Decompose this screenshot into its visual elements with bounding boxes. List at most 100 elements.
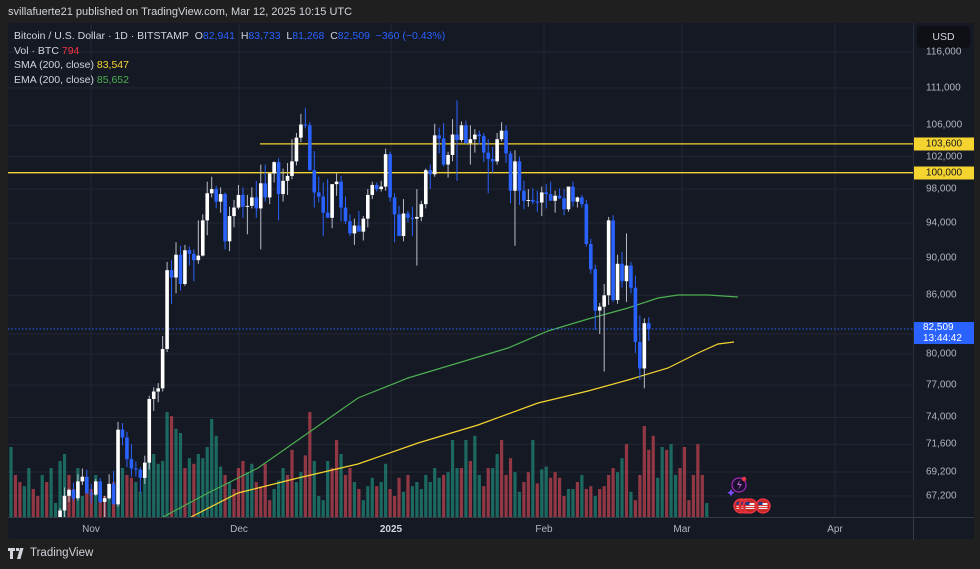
volume-bar bbox=[482, 486, 486, 517]
legend-volume-row[interactable]: Vol · BTC 794 bbox=[14, 44, 80, 57]
volume-bar bbox=[152, 454, 156, 517]
volume-bar bbox=[107, 489, 111, 517]
candle bbox=[299, 113, 303, 143]
volume-bar bbox=[352, 482, 357, 517]
candle bbox=[348, 214, 352, 237]
volume-bar bbox=[45, 482, 49, 517]
candle bbox=[272, 161, 276, 183]
candle bbox=[646, 317, 651, 341]
legend-symbol[interactable]: Bitcoin / U.S. Dollar · 1D · BITSTAMP bbox=[14, 30, 189, 42]
candle bbox=[562, 189, 566, 216]
volume-bar bbox=[343, 475, 348, 517]
volume-bar bbox=[540, 469, 544, 517]
volume-bar bbox=[531, 440, 535, 517]
legend-sma-row[interactable]: SMA (200, close) 83,547 bbox=[14, 59, 129, 71]
volume-bar bbox=[584, 489, 588, 517]
price-tick: 80,000 bbox=[926, 348, 957, 360]
candle bbox=[111, 470, 116, 505]
candle bbox=[236, 184, 241, 210]
candle bbox=[638, 315, 642, 380]
candle bbox=[134, 461, 138, 477]
volume-bar bbox=[566, 489, 571, 517]
volume-bar bbox=[161, 461, 165, 517]
volume-bar bbox=[459, 468, 464, 517]
candle bbox=[339, 175, 343, 222]
currency-button[interactable]: USD bbox=[917, 26, 970, 48]
candle bbox=[147, 395, 152, 470]
legend-ema-row[interactable]: EMA (200, close) 85,652 bbox=[14, 73, 129, 86]
ema-200-line bbox=[162, 294, 739, 517]
volume-bar bbox=[691, 475, 695, 517]
volume-bar bbox=[303, 455, 307, 517]
candle bbox=[388, 151, 392, 202]
time-tick-feb: Feb bbox=[535, 524, 553, 535]
volume-bar bbox=[410, 486, 414, 517]
volume-bar bbox=[446, 472, 450, 517]
candle bbox=[183, 244, 187, 286]
volume-bar bbox=[94, 475, 98, 517]
volume-bar bbox=[615, 472, 620, 517]
candle bbox=[370, 181, 375, 200]
volume-bar bbox=[513, 472, 517, 517]
time-tick-dec: Dec bbox=[230, 524, 248, 535]
volume-bar bbox=[326, 461, 330, 517]
candle bbox=[508, 151, 513, 204]
candle bbox=[89, 483, 94, 504]
time-axis[interactable]: Nov Dec 2025 Feb Mar Apr bbox=[8, 517, 974, 540]
volume-bar bbox=[665, 449, 669, 517]
candle bbox=[450, 119, 455, 162]
candle bbox=[437, 127, 441, 154]
candle bbox=[250, 187, 254, 209]
us-flag-economic-event-icon[interactable] bbox=[755, 498, 771, 514]
price-axis[interactable]: USD 116,000 111,000 106,000 102,000 98,000 94… bbox=[913, 23, 975, 517]
volume-bar bbox=[611, 468, 615, 517]
news-event-icon[interactable] bbox=[727, 476, 747, 497]
volume-bar bbox=[392, 496, 397, 517]
volume-bar bbox=[227, 482, 232, 517]
candle bbox=[557, 188, 562, 200]
candle bbox=[531, 188, 535, 205]
volume-bar bbox=[647, 449, 651, 517]
volume-bar bbox=[9, 447, 13, 517]
candle bbox=[441, 122, 446, 167]
volume-bar bbox=[486, 468, 490, 517]
us-flag-economic-event-icon[interactable] bbox=[742, 498, 758, 514]
volume-bar bbox=[620, 458, 624, 517]
volume-bar bbox=[232, 489, 236, 517]
volume-bar bbox=[477, 475, 481, 517]
legend-change: −360 (−0.43%) bbox=[375, 30, 446, 42]
candle bbox=[392, 193, 397, 243]
volume-bar bbox=[464, 440, 468, 517]
footer: TradingView bbox=[8, 547, 93, 559]
volume-bar bbox=[183, 468, 187, 517]
candle bbox=[102, 495, 107, 517]
bar-countdown: 13:44:42 bbox=[923, 332, 962, 344]
volume-bar bbox=[450, 440, 455, 517]
candle bbox=[227, 206, 232, 252]
volume-bar bbox=[424, 475, 428, 517]
price-tick: 102,000 bbox=[926, 151, 963, 163]
price-tick: 98,000 bbox=[926, 183, 957, 195]
volume-bar bbox=[495, 454, 499, 517]
volume-bar bbox=[272, 489, 276, 517]
candle bbox=[566, 186, 571, 212]
volume-bar bbox=[384, 463, 388, 517]
volume-bar bbox=[669, 444, 673, 517]
candle bbox=[615, 254, 620, 304]
candlestick-chart[interactable] bbox=[8, 23, 913, 517]
candle bbox=[85, 469, 89, 494]
candle bbox=[593, 264, 598, 331]
candle bbox=[71, 482, 76, 501]
volume-bar bbox=[642, 426, 646, 517]
volume-bar bbox=[339, 454, 343, 517]
volume-bar bbox=[562, 496, 566, 517]
chart-plot-area[interactable]: Bitcoin / U.S. Dollar · 1D · BITSTAMP O8… bbox=[8, 23, 913, 517]
candle bbox=[642, 318, 647, 389]
candle bbox=[406, 210, 410, 223]
candle bbox=[143, 455, 147, 484]
volume-bar bbox=[607, 475, 611, 517]
volume-bar bbox=[522, 482, 526, 517]
candle bbox=[544, 184, 548, 209]
price-tick: 90,000 bbox=[926, 252, 957, 264]
candle bbox=[263, 164, 268, 202]
